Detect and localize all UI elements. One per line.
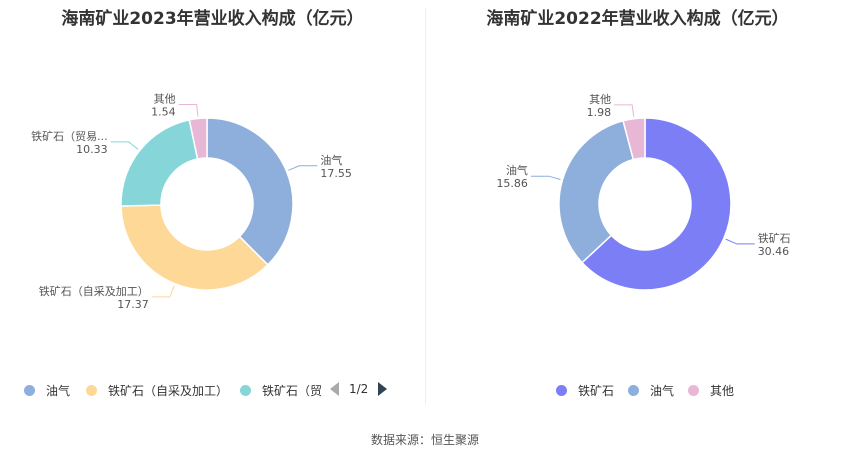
donut-1-leader-1: [530, 175, 561, 181]
donut-0-slice-0[interactable]: [206, 117, 294, 266]
donut-1-slice-2[interactable]: [622, 117, 646, 161]
chart-title-2022: 海南矿业2022年营业收入构成（亿元）: [486, 9, 789, 29]
donut-1-slice-0[interactable]: [581, 117, 732, 291]
donut-0-value-1: 17.37: [117, 298, 149, 311]
donut-1-label-0: 铁矿石: [758, 232, 791, 245]
legend-pager: 1/2: [330, 382, 388, 396]
legend-dot-oil-gas: [24, 385, 35, 396]
legend-dot-other-2022: [688, 385, 699, 396]
legend-dot-oil-gas-2022: [628, 385, 639, 396]
pager-next-icon[interactable]: [378, 382, 388, 396]
legend-dot-iron-ore: [556, 385, 567, 396]
panel-divider: [425, 8, 426, 404]
donut-0-leader-1: [151, 285, 175, 298]
data-source: 数据来源：恒生聚源: [370, 433, 479, 447]
chart-2022: 海南矿业2022年营业收入构成（亿元） 铁矿石 30.46 油气 15.86 其他 1.9…: [425, 0, 850, 410]
legend-2022: 铁矿石 油气 其他: [425, 382, 850, 404]
donut-1-value-0: 30.46: [758, 245, 790, 258]
donut-0-label-0: 油气: [320, 153, 342, 167]
legend-label-iron-ore-trade: 铁矿石（贸: [262, 384, 323, 398]
donut-0-leader-2: [110, 141, 139, 150]
donut-0-slice-2[interactable]: [120, 118, 199, 207]
legend-label-oil-gas: 油气: [46, 384, 71, 398]
chart-2023: 海南矿业2023年营业收入构成（亿元） 油气 17.55 铁矿石（自采及加工） 17.…: [0, 0, 425, 410]
donut-0-leader-0: [288, 165, 318, 171]
donut-1-label-2: 其他: [589, 93, 611, 106]
pager-text: 1/2: [349, 382, 369, 396]
legend-2023: 油气 铁矿石（自采及加工） 铁矿石（贸 1/2: [0, 382, 425, 404]
legend-item-iron-ore-trade[interactable]: 铁矿石（贸: [240, 382, 322, 399]
pager-prev-icon[interactable]: [330, 382, 339, 396]
donut-0-value-3: 1.54: [151, 106, 176, 119]
donut-0-leader-3: [178, 104, 199, 117]
legend-label-oil-gas-2022: 油气: [650, 384, 675, 398]
legend-label-iron-ore-self: 铁矿石（自采及加工）: [108, 384, 229, 398]
chart-title-2023: 海南矿业2023年营业收入构成（亿元）: [61, 9, 364, 29]
legend-label-other-2022: 其他: [710, 384, 735, 398]
legend-item-iron-ore-self[interactable]: 铁矿石（自采及加工）: [86, 382, 228, 399]
donut-0-slice-1[interactable]: [120, 204, 269, 291]
legend-item-oil-gas-2022[interactable]: 油气: [628, 382, 674, 399]
donut-1-slice-1[interactable]: [558, 119, 635, 264]
donut-0-label-2: 铁矿石（贸易...: [31, 130, 108, 143]
legend-dot-iron-ore-trade: [240, 385, 251, 396]
legend-item-oil-gas[interactable]: 油气: [24, 382, 70, 399]
donut-1-leader-0: [725, 238, 755, 245]
donut-0-label-3: 其他: [154, 93, 176, 106]
donut-0-label-1: 铁矿石（自采及加工）: [39, 285, 149, 298]
donut-1-value-2: 1.98: [587, 106, 612, 119]
legend-item-iron-ore[interactable]: 铁矿石: [556, 382, 614, 399]
donut-1-leader-2: [614, 104, 635, 117]
donut-0-value-0: 17.55: [320, 167, 352, 180]
legend-label-iron-ore: 铁矿石: [578, 384, 615, 398]
donut-0-value-2: 10.33: [76, 143, 108, 156]
legend-item-other-2022[interactable]: 其他: [688, 382, 734, 399]
legend-dot-iron-ore-self: [86, 385, 97, 396]
donut-0-slice-3[interactable]: [188, 117, 208, 160]
donut-1-value-1: 15.86: [496, 177, 528, 190]
donut-1-label-1: 油气: [506, 163, 528, 177]
